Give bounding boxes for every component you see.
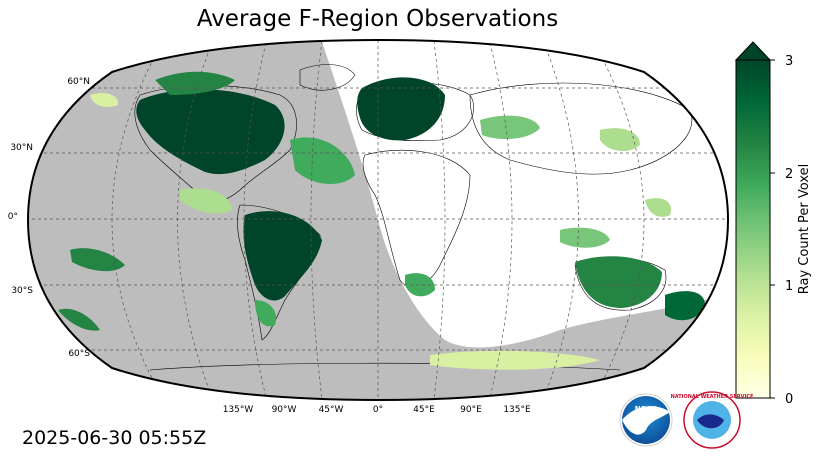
- obs-east-pacific: [70, 248, 125, 272]
- observation-density: [58, 71, 705, 370]
- lon-label-135e: 135°E: [503, 405, 531, 415]
- lon-label-135w: 135°W: [223, 405, 254, 415]
- obs-west-pacific: [645, 198, 671, 217]
- lat-label-0: 0°: [8, 212, 18, 222]
- timestamp: 2025-06-30 05:55Z: [22, 427, 207, 449]
- obs-arctic-canada: [155, 71, 235, 95]
- colorbar-gradient: [736, 60, 770, 398]
- lon-label-45e: 45°E: [413, 405, 435, 415]
- noaa-logo: NOAA: [619, 393, 673, 447]
- colorbar-extend-arrow: [734, 41, 772, 61]
- lat-label-30n: 30°N: [10, 143, 33, 153]
- obs-new-zealand: [665, 291, 705, 321]
- obs-north-atlantic: [290, 137, 355, 185]
- obs-patagonia: [255, 300, 277, 327]
- obs-south-pacific: [58, 308, 100, 331]
- colorbar-ticklabel-1: 1: [785, 279, 793, 294]
- obs-north-america: [136, 89, 285, 175]
- lon-label-0: 0°: [373, 405, 383, 415]
- obs-central-america: [180, 188, 232, 214]
- nws-logo-text: NATIONAL WEATHER SERVICE: [671, 394, 754, 400]
- obs-antarctic-rim: [430, 350, 600, 370]
- obs-alaska: [90, 93, 119, 107]
- lat-label-30s: 30°S: [11, 286, 33, 296]
- obs-indonesia: [560, 227, 610, 248]
- colorbar: 0 1 2 3 Ray Count Per Voxel: [734, 41, 812, 407]
- obs-central-asia: [480, 115, 540, 140]
- lat-label-60n: 60°N: [67, 77, 90, 87]
- globe: [28, 40, 728, 400]
- obs-southern-africa: [405, 273, 435, 297]
- colorbar-ticklabel-2: 2: [785, 167, 793, 182]
- obs-south-america: [243, 211, 322, 301]
- colorbar-ticklabel-3: 3: [785, 54, 793, 69]
- lat-label-60s: 60°S: [68, 349, 90, 359]
- chart-title: Average F-Region Observations: [196, 6, 559, 32]
- lon-label-90w: 90°W: [272, 405, 297, 415]
- obs-east-asia: [600, 128, 640, 152]
- obs-europe: [357, 77, 445, 141]
- colorbar-ticklabel-0: 0: [785, 392, 793, 407]
- lon-label-45w: 45°W: [319, 405, 344, 415]
- graticule: [28, 40, 728, 400]
- colorbar-label: Ray Count Per Voxel: [797, 164, 812, 294]
- colorbar-frame: [735, 59, 771, 399]
- lon-label-90e: 90°E: [460, 405, 482, 415]
- noaa-logo-text: NOAA: [635, 405, 658, 413]
- nws-logo: NATIONAL WEATHER SERVICE: [671, 391, 754, 449]
